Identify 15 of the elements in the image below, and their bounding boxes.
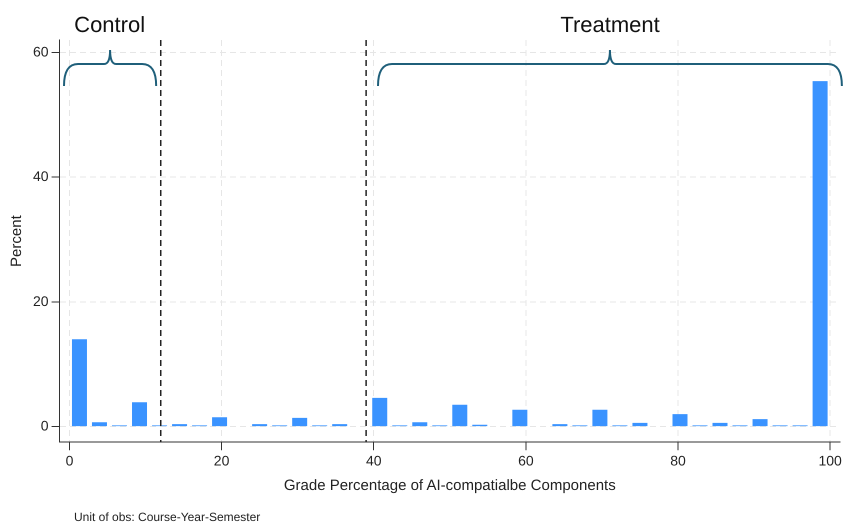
y-tick-label: 20 bbox=[32, 292, 49, 309]
x-tick-label: 60 bbox=[518, 452, 534, 468]
text: Treatment bbox=[560, 12, 660, 38]
x-tick-label: 0 bbox=[66, 452, 74, 468]
text: Unit of obs: Course-Year-Semester bbox=[74, 510, 260, 524]
x-tick-label: 80 bbox=[670, 452, 686, 468]
x-axis-title: Grade Percentage of AI-compatialbe Components bbox=[284, 477, 616, 494]
x-tick-label: 20 bbox=[214, 452, 230, 468]
y-axis-title: Percent bbox=[8, 214, 26, 267]
x-tick-label: 40 bbox=[366, 452, 382, 468]
x-tick-label: 100 bbox=[818, 452, 842, 468]
text: Control bbox=[74, 12, 146, 38]
y-tick-label: 0 bbox=[40, 417, 49, 434]
y-tick-label: 60 bbox=[32, 43, 49, 60]
y-tick-label: 40 bbox=[32, 168, 49, 184]
